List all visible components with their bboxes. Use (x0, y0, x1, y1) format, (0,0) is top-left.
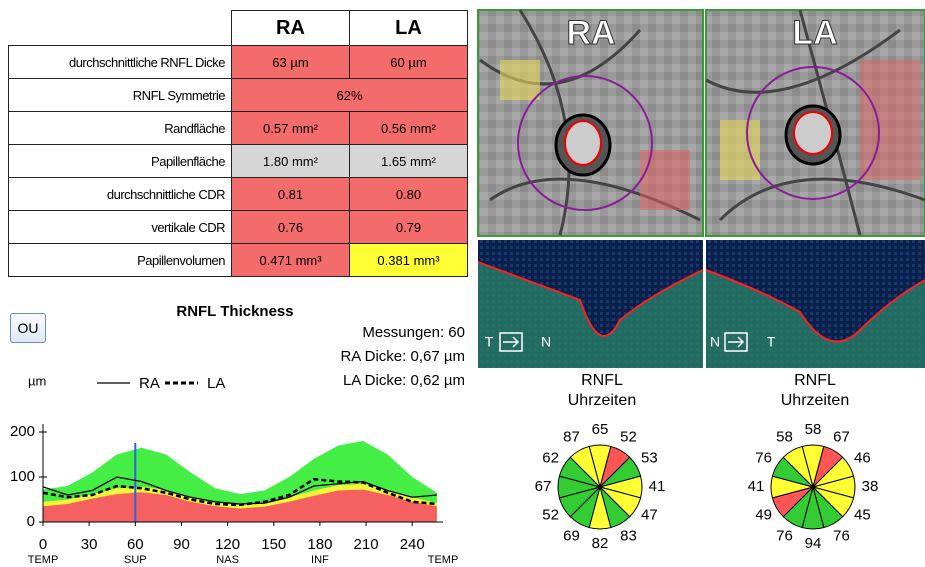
clock-value: 62 (542, 449, 559, 466)
clock-value: 76 (755, 449, 772, 466)
table-row: Randfläche 0.57 mm² 0.56 mm² (8, 111, 468, 145)
clock-value: 87 (563, 429, 580, 446)
value-cell: 63 µm (231, 45, 350, 79)
clock-value: 52 (620, 429, 637, 446)
header-row: RA LA (9, 10, 468, 46)
y-axis-label: µm (28, 373, 46, 388)
table-row: Papillenvolumen 0.471 mm³ 0.381 mm³ (8, 243, 468, 277)
value-cell: 62% (231, 78, 468, 112)
clock-value: 38 (862, 478, 879, 495)
chart-info: Messungen: 60 (362, 324, 465, 341)
y-tick-label: 0 (27, 513, 35, 530)
header-cell: LA (349, 10, 468, 46)
value-cell: 0.76 (231, 210, 350, 244)
clock-title: RNFL (581, 372, 623, 389)
clock-value: 41 (649, 478, 666, 495)
value-cell: 0.56 mm² (349, 111, 468, 145)
bscan-la (705, 240, 925, 368)
ou-button[interactable]: OU (10, 313, 46, 343)
legend-label: LA (207, 375, 225, 392)
x-region-label: TEMP (428, 554, 459, 566)
normal-band (43, 489, 437, 522)
x-tick-label: 180 (307, 536, 332, 553)
x-tick-label: 240 (400, 536, 425, 553)
value-cell: 1.65 mm² (349, 144, 468, 178)
clock-value: 45 (854, 506, 871, 523)
legend-label: RA (139, 375, 160, 392)
value-cell: 0.80 (349, 177, 468, 211)
clock-value: 76 (833, 527, 850, 544)
value-cell: 0.79 (349, 210, 468, 244)
clock-title: Uhrzeiten (781, 392, 849, 409)
x-tick-label: 30 (81, 536, 98, 553)
clock-value: 52 (542, 506, 559, 523)
clock-value: 82 (592, 535, 609, 552)
fundus-label: RA (566, 14, 615, 52)
bscan-side: N (710, 334, 720, 350)
x-tick-label: 0 (39, 536, 47, 553)
row-label: Papillenfläche (8, 144, 232, 178)
clock-value: 65 (592, 421, 609, 438)
table-row: durchschnittliche RNFL Dicke 63 µm 60 µm (8, 45, 468, 79)
chart-title: RNFL Thickness (176, 303, 293, 320)
x-tick-label: 210 (354, 536, 379, 553)
clock-value: 94 (805, 535, 822, 552)
fundus-ra (477, 9, 704, 237)
clock-value: 47 (641, 506, 658, 523)
clock-sector (569, 445, 601, 489)
bscan-ra (477, 240, 704, 368)
chart-info: LA Dicke: 0,62 µm (343, 372, 465, 389)
value-cell: 0.471 mm³ (231, 243, 350, 277)
value-cell: 0.381 mm³ (349, 243, 468, 277)
clock-title: RNFL (794, 372, 836, 389)
chart-info: RA Dicke: 0,67 µm (340, 348, 465, 365)
bscan-side: N (541, 334, 551, 350)
x-tick-label: 120 (215, 536, 240, 553)
y-tick-label: 200 (10, 423, 35, 440)
value-cell: 60 µm (349, 45, 468, 79)
clock-title: Uhrzeiten (568, 392, 636, 409)
table-row: RNFL Symmetrie 62% (8, 78, 468, 112)
clock-sector (782, 445, 814, 489)
clock-value: 69 (563, 527, 580, 544)
x-region-label: SUP (124, 554, 147, 566)
x-tick-label: 90 (173, 536, 190, 553)
series-line (42, 477, 437, 507)
clock-value: 76 (776, 527, 793, 544)
row-label: Papillenvolumen (8, 243, 232, 277)
header-cell: RA (231, 10, 350, 46)
clock-value: 83 (620, 527, 637, 544)
value-cell: 0.81 (231, 177, 350, 211)
clock-value: 53 (641, 449, 658, 466)
clock-value: 67 (833, 429, 850, 446)
x-region-label: INF (311, 554, 329, 566)
x-tick-label: 150 (261, 536, 286, 553)
row-label: RNFL Symmetrie (8, 78, 232, 112)
clock-value: 41 (748, 478, 765, 495)
x-tick-label: 60 (127, 536, 144, 553)
fundus-label: LA (792, 14, 837, 52)
value-cell: 0.57 mm² (231, 111, 350, 145)
clock-value: 67 (535, 478, 552, 495)
results-table: RA LA durchschnittliche RNFL Dicke 63 µm 60 … (8, 10, 468, 277)
row-label: durchschnittliche CDR (8, 177, 232, 211)
row-label: Randfläche (8, 111, 232, 145)
y-tick-label: 100 (10, 468, 35, 485)
fundus-la (705, 9, 925, 237)
bscan-side: T (485, 334, 494, 350)
clock-value: 58 (776, 429, 793, 446)
table-row: durchschnittliche CDR 0.81 0.80 (8, 177, 468, 211)
x-region-label: NAS (216, 554, 239, 566)
table-row: Papillenfläche 1.80 mm² 1.65 mm² (8, 144, 468, 178)
clock-value: 58 (805, 421, 822, 438)
clock-value: 49 (755, 506, 772, 523)
bscan-side: T (767, 334, 776, 350)
clock-value: 46 (854, 449, 871, 466)
x-region-label: TEMP (28, 554, 59, 566)
